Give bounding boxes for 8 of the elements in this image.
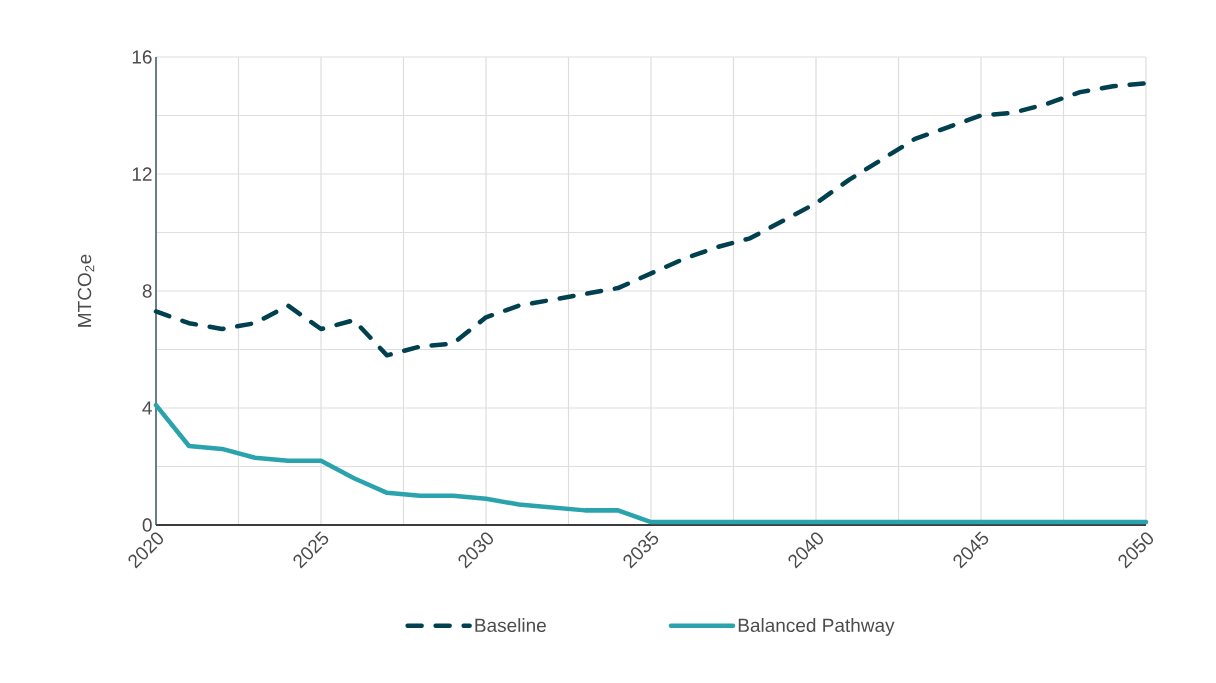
legend-label: Baseline — [475, 618, 546, 633]
y-tick-label: 0 — [142, 518, 152, 532]
y-tick-label: 12 — [132, 167, 152, 181]
y-tick-label: 4 — [142, 401, 152, 415]
y-tick-label: 16 — [132, 50, 152, 64]
legend-label: Balanced Pathway — [738, 618, 895, 636]
y-axis-title: MTCO$_{2}$e — [77, 254, 95, 327]
y-tick-label: 8 — [142, 284, 152, 298]
